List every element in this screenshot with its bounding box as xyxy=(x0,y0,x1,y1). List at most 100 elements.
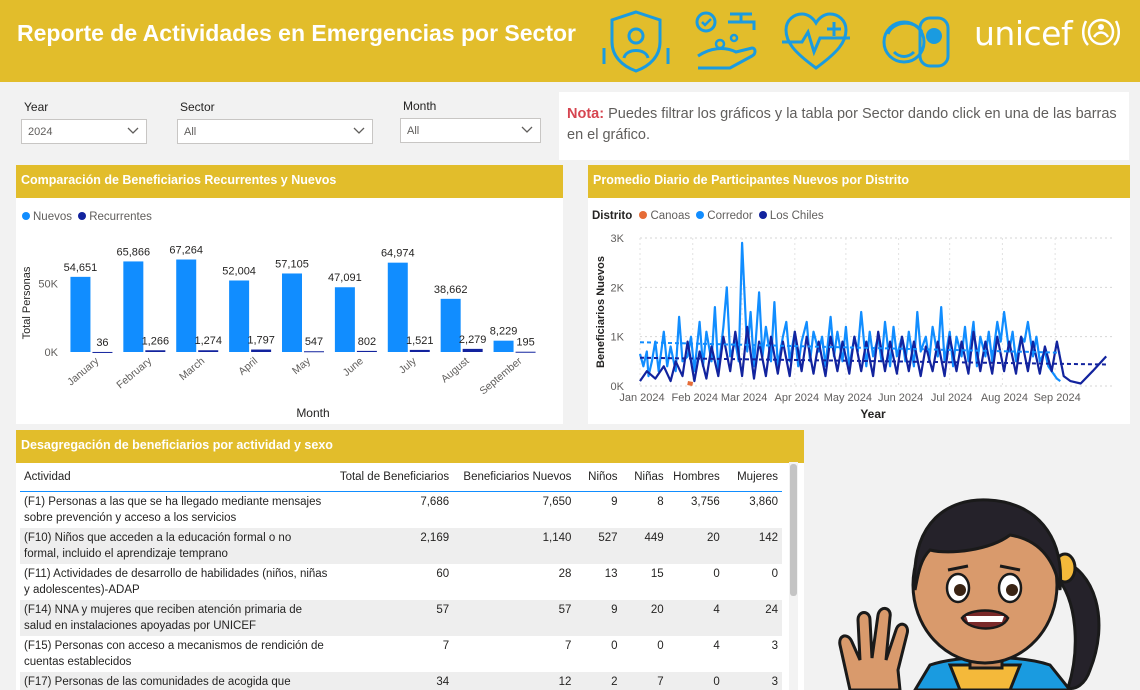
data-label-nuevos: 67,264 xyxy=(169,245,203,257)
table-panel: Actividad Total de Beneficiarios Benefic… xyxy=(16,463,804,690)
table-cell-value: 3 xyxy=(723,671,782,690)
legend-dot-nuevos xyxy=(22,212,30,220)
x-tick-label: July xyxy=(397,355,420,377)
month-filter-label: Month xyxy=(403,99,437,113)
handwashing-icon xyxy=(695,11,757,70)
bar-nuevos[interactable] xyxy=(493,340,514,352)
legend-nuevos[interactable]: Nuevos xyxy=(33,211,72,223)
data-label-nuevos: 38,662 xyxy=(434,284,468,296)
table-cell-activity: (F10) Niños que acceden a la educación f… xyxy=(20,527,333,564)
table-cell-value: 8 xyxy=(657,495,664,508)
table-cell-value: 0 xyxy=(667,671,724,690)
legend-los-chiles[interactable]: Los Chiles xyxy=(769,210,824,222)
data-label-nuevos: 64,974 xyxy=(381,248,415,260)
line-chart-panel xyxy=(588,196,1130,424)
bar-nuevos[interactable] xyxy=(176,259,197,352)
bar-recurrentes[interactable] xyxy=(409,349,430,352)
bar-recurrentes[interactable] xyxy=(462,348,483,352)
series-line-corredor[interactable] xyxy=(638,241,1061,382)
y-tick-label: 0K xyxy=(611,381,625,393)
table-cell-value: 4 xyxy=(667,599,724,636)
table-scrollbar-thumb[interactable] xyxy=(790,464,797,596)
bar-nuevos[interactable] xyxy=(70,276,91,352)
bar-recurrentes[interactable] xyxy=(304,351,324,353)
series-line-canoas[interactable] xyxy=(687,381,694,386)
table-cell-value: 15 xyxy=(650,567,664,580)
line-chart-title: Promedio Diario de Participantes Nuevos … xyxy=(588,165,1130,198)
x-tick-label: April xyxy=(236,355,260,378)
table-cell-value: 7 xyxy=(442,639,450,652)
table-cell-value: 24 xyxy=(723,599,782,636)
bar-recurrentes[interactable] xyxy=(515,351,536,353)
legend-recurrentes[interactable]: Recurrentes xyxy=(89,211,152,223)
bar-recurrentes[interactable] xyxy=(198,350,219,352)
legend-corredor[interactable]: Corredor xyxy=(707,210,753,222)
bar-nuevos[interactable] xyxy=(282,273,302,352)
table-cell-value: 2,169 xyxy=(332,527,454,564)
header-bar: Reporte de Actividades en Emergencias po… xyxy=(0,0,1140,82)
column-header-ninos[interactable]: Niños xyxy=(575,463,622,492)
bar-recurrentes[interactable] xyxy=(145,350,166,352)
table-cell-value: 527 xyxy=(575,527,622,564)
table-cell-value: 7 xyxy=(565,639,572,652)
legend-canoas[interactable]: Canoas xyxy=(650,210,691,222)
bar-nuevos[interactable] xyxy=(334,287,355,352)
bar-recurrentes[interactable] xyxy=(251,349,272,352)
table-cell-activity: (F14) NNA y mujeres que reciben atención… xyxy=(20,599,333,636)
table-cell-value: 57 xyxy=(332,599,454,636)
table-row[interactable]: (F14) NNA y mujeres que reciben atención… xyxy=(20,599,782,636)
filter-note: Nota: Puedes filtrar los gráficos y la t… xyxy=(567,104,1119,146)
data-label-recurrentes: 1,521 xyxy=(406,335,434,347)
data-label-recurrentes: 1,797 xyxy=(247,335,275,347)
table-row[interactable]: (F17) Personas de las comunidades de aco… xyxy=(20,671,782,690)
unicef-logo: unicef xyxy=(974,14,1121,53)
month-filter-dropdown[interactable]: All xyxy=(400,118,541,143)
table-cell-value: 1,140 xyxy=(453,527,576,564)
bar-recurrentes[interactable] xyxy=(356,350,377,352)
table-row[interactable]: (F10) Niños que acceden a la educación f… xyxy=(20,527,782,564)
bar-recurrentes[interactable] xyxy=(92,351,113,353)
bar-chart-title: Comparación de Beneficiarios Recurrentes… xyxy=(16,165,563,198)
table-cell-value: 12 xyxy=(453,671,576,690)
table-cell-value: 0 xyxy=(611,639,618,652)
trend-line-los-chiles xyxy=(639,356,1107,366)
column-header-hombres[interactable]: Hombres xyxy=(667,463,724,492)
table-cell-value: 0 xyxy=(771,567,778,580)
y-axis-title: Total Personas xyxy=(21,266,33,339)
legend-dot-recurrentes xyxy=(78,212,87,220)
data-label-nuevos: 65,866 xyxy=(117,246,151,258)
unicef-emblem-icon xyxy=(1082,18,1121,46)
waving-girl-illustration xyxy=(838,498,1101,690)
bar-nuevos[interactable] xyxy=(440,298,461,352)
year-filter-value: 2024 xyxy=(28,126,53,138)
column-header-nuevos[interactable]: Beneficiarios Nuevos xyxy=(453,463,576,492)
page-title: Reporte de Actividades en Emergencias po… xyxy=(17,20,576,46)
table-row[interactable]: (F11) Actividades de desarrollo de habil… xyxy=(20,564,782,600)
data-label-nuevos: 47,091 xyxy=(328,272,362,284)
note-panel xyxy=(559,92,1129,160)
x-tick-label: August xyxy=(439,355,472,385)
year-filter-dropdown[interactable]: 2024 xyxy=(21,119,147,144)
line-chart[interactable]: 0K 1K 2K 3K Jan 2024 Feb 2024 Mar 2024 Apr 2024… xyxy=(588,226,1130,424)
bar-chart[interactable]: Total Personas Month 0K 50K 54,651 36 January 6… xyxy=(16,225,563,424)
column-header-actividad[interactable]: Actividad xyxy=(20,463,333,492)
bar-nuevos[interactable] xyxy=(229,280,250,352)
x-tick-label: Feb 2024 xyxy=(672,392,718,404)
sector-filter-dropdown[interactable]: All xyxy=(177,119,373,144)
x-tick-label: January xyxy=(65,355,102,389)
year-filter-label: Year xyxy=(24,100,49,114)
table-row[interactable]: (F1) Personas a las que se ha llegado me… xyxy=(20,491,782,528)
x-tick-label: Aug 2024 xyxy=(981,392,1028,404)
column-header-mujeres[interactable]: Mujeres xyxy=(723,463,782,492)
table-row[interactable]: (F15) Personas con acceso a mecanismos d… xyxy=(20,636,782,672)
column-header-ninas[interactable]: Niñas xyxy=(621,463,668,492)
table-cell-value: 0 xyxy=(657,639,664,652)
bar-nuevos[interactable] xyxy=(387,262,408,352)
bar-nuevos[interactable] xyxy=(123,261,144,352)
column-header-total[interactable]: Total de Beneficiarios xyxy=(332,463,454,492)
y-tick-label: 3K xyxy=(611,233,625,245)
table-cell-value: 60 xyxy=(436,567,450,580)
data-label-recurrentes: 1,274 xyxy=(194,335,222,347)
table-cell-activity: (F15) Personas con acceso a mecanismos d… xyxy=(24,639,324,668)
table-header-row: Actividad Total de Beneficiarios Benefic… xyxy=(20,463,782,492)
